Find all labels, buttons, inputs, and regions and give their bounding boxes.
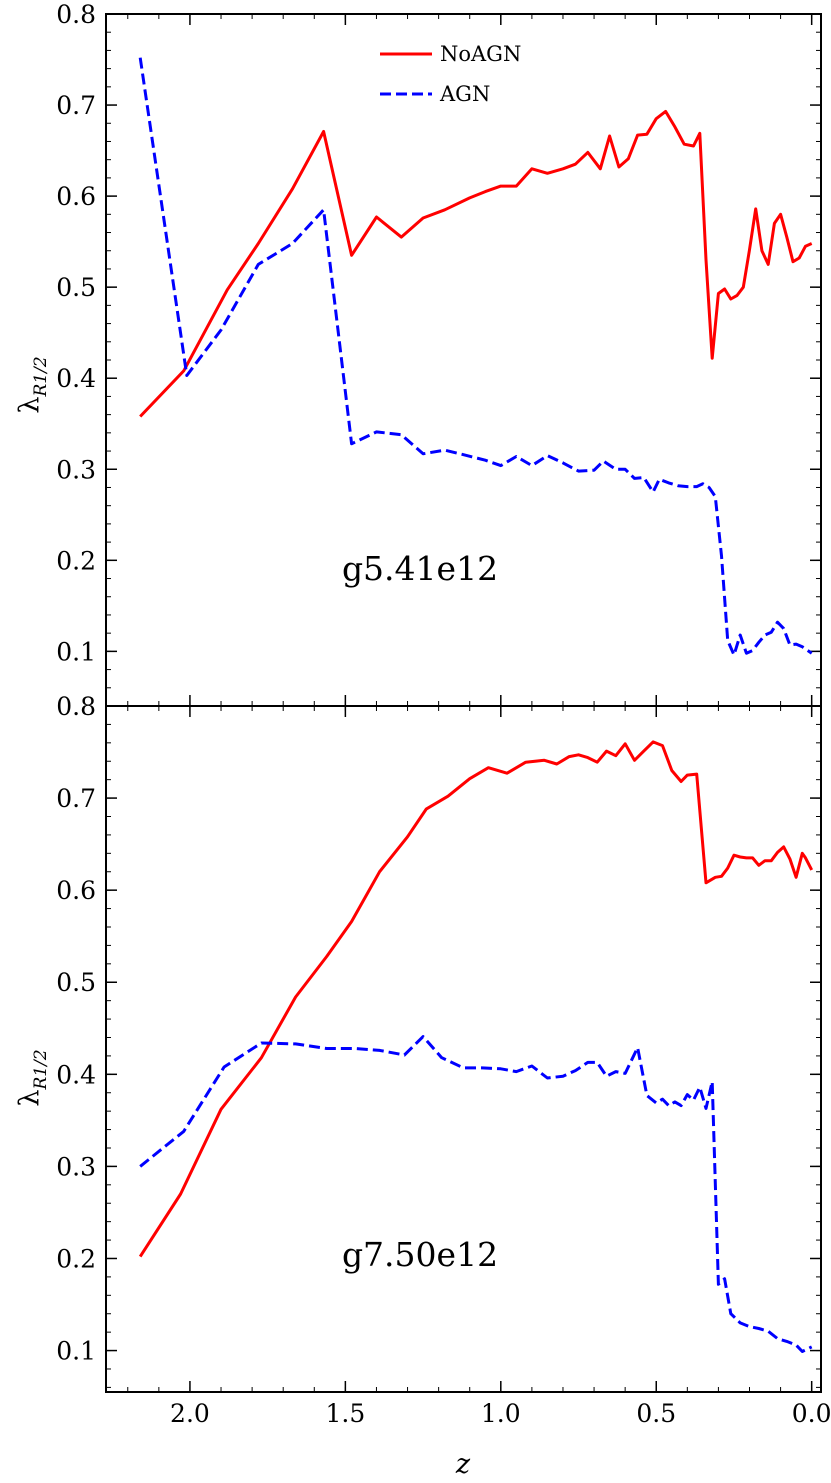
x-tick-label: 0.0	[792, 1399, 831, 1428]
panel-bottom: 0.1 0.2 0.3 0.4 0.5 0.6 0.7 0.8 g7.50e12 λR1/2	[14, 692, 822, 1393]
panel-bottom-ytick-label: 0.8	[56, 692, 96, 721]
panel-top-ytick-label: 0.2	[56, 546, 96, 575]
panel-top-series-agn	[138, 57, 813, 657]
panel-top-series-noagn	[139, 109, 813, 418]
panel-top-series	[138, 57, 813, 657]
x-axis-label: z	[455, 1449, 471, 1480]
panel-bottom-ytick-label: 0.5	[56, 968, 96, 997]
panel-bottom-ytick-label: 0.2	[56, 1244, 96, 1273]
panel-bottom-ylabel: λR1/2	[14, 1049, 51, 1106]
panel-top-annotation: g5.41e12	[342, 549, 498, 588]
panel-bottom-ytick-label: 0.1	[56, 1337, 96, 1366]
legend: NoAGN AGN	[380, 42, 521, 106]
x-tick-labels: 2.0 1.5 1.0 0.5 0.0	[170, 1399, 831, 1428]
panel-bottom-ytick-label: 0.4	[56, 1060, 96, 1089]
panel-top-ytick-label: 0.8	[56, 0, 96, 29]
panel-top-ytick-label: 0.4	[56, 364, 96, 393]
panel-bottom-series-agn	[139, 1035, 813, 1353]
panel-bottom-ylabel-subscript: R1/2	[31, 1049, 51, 1090]
panel-bottom-ytick-label: 0.3	[56, 1152, 96, 1181]
legend-label-agn: AGN	[439, 82, 490, 106]
panel-top-y-tick-labels: 0.1 0.2 0.3 0.4 0.5 0.6 0.7 0.8	[56, 0, 96, 666]
panel-top-ylabel-subscript: R1/2	[31, 356, 51, 397]
panel-bottom-y-tick-labels: 0.1 0.2 0.3 0.4 0.5 0.6 0.7 0.8	[56, 692, 96, 1366]
x-tick-label: 1.0	[481, 1399, 521, 1428]
panel-bottom-annotation: g7.50e12	[342, 1235, 498, 1274]
x-tick-label: 1.5	[325, 1399, 365, 1428]
panel-bottom-ylabel-symbol: λ	[14, 1090, 45, 1107]
panel-top-ytick-label: 0.6	[56, 182, 96, 211]
panel-top-ylabel: λR1/2	[14, 356, 51, 413]
legend-label-noagn: NoAGN	[440, 42, 521, 66]
panel-top-ytick-label: 0.7	[56, 91, 96, 120]
panel-top-ytick-label: 0.5	[56, 273, 96, 302]
panel-bottom-ytick-label: 0.7	[56, 784, 96, 813]
panel-top: 0.10.20.30.40.50.60.70.8 g5.41e12 λR1/2 …	[14, 0, 822, 707]
panel-bottom-ytick-label: 0.6	[56, 876, 96, 905]
x-tick-label: 2.0	[170, 1399, 210, 1428]
panel-bottom-series	[138, 740, 814, 1353]
x-tick-label: 0.5	[636, 1399, 676, 1428]
panel-top-ytick-label: 0.1	[56, 637, 96, 666]
panel-top-ytick-label: 0.3	[56, 455, 96, 484]
panel-bottom-frame	[105, 705, 822, 1393]
panel-bottom-series-noagn	[138, 740, 814, 1258]
panel-top-ylabel-symbol: λ	[14, 397, 45, 414]
